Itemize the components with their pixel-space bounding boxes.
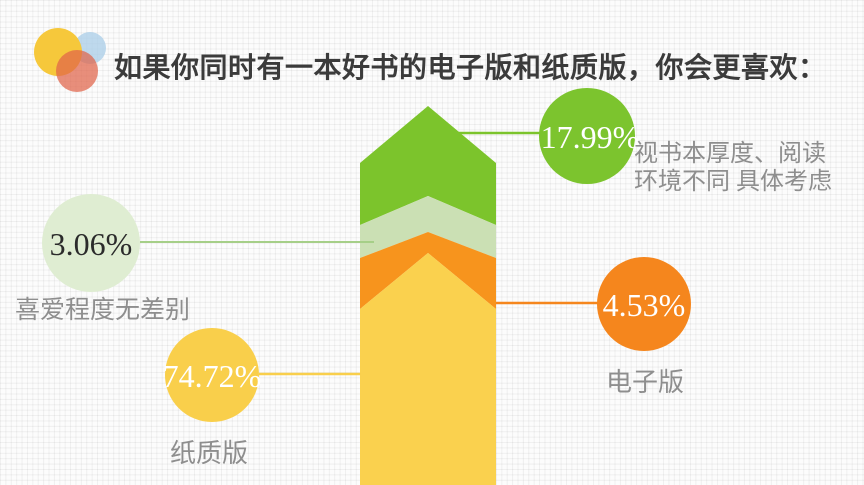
- label-depends-line1: 视书本厚度、阅读: [634, 141, 826, 167]
- bubble-value-paper: 74.72%: [163, 358, 262, 394]
- chevron-segment-depends: [360, 106, 496, 225]
- page-title: 如果你同时有一本好书的电子版和纸质版，你会更喜欢：: [114, 53, 827, 84]
- bubble-ebook: [597, 257, 691, 351]
- chevron-segment-ebook: [360, 232, 496, 309]
- bubble-value-no-difference: 3.06%: [50, 226, 133, 262]
- label-depends: 视书本厚度、阅读 环境不同 具体考虑: [634, 140, 832, 196]
- label-depends-line2: 环境不同 具体考虑: [634, 169, 832, 195]
- bubble-depends: [539, 88, 635, 184]
- logo-red-circle-icon: [56, 50, 98, 92]
- label-ebook: 电子版: [606, 368, 685, 397]
- chevron-segment-no-difference: [360, 196, 496, 258]
- bubble-paper: [165, 328, 259, 422]
- bubble-value-depends: 17.99%: [541, 119, 640, 155]
- label-paper: 纸质版: [170, 439, 249, 468]
- bubble-value-ebook: 4.53%: [603, 287, 686, 323]
- logo-mark-icon: [34, 28, 106, 92]
- label-no-difference: 喜爱程度无差别: [15, 297, 191, 324]
- bubble-no-difference: [42, 194, 140, 292]
- chevron-segment-paper: [360, 253, 496, 485]
